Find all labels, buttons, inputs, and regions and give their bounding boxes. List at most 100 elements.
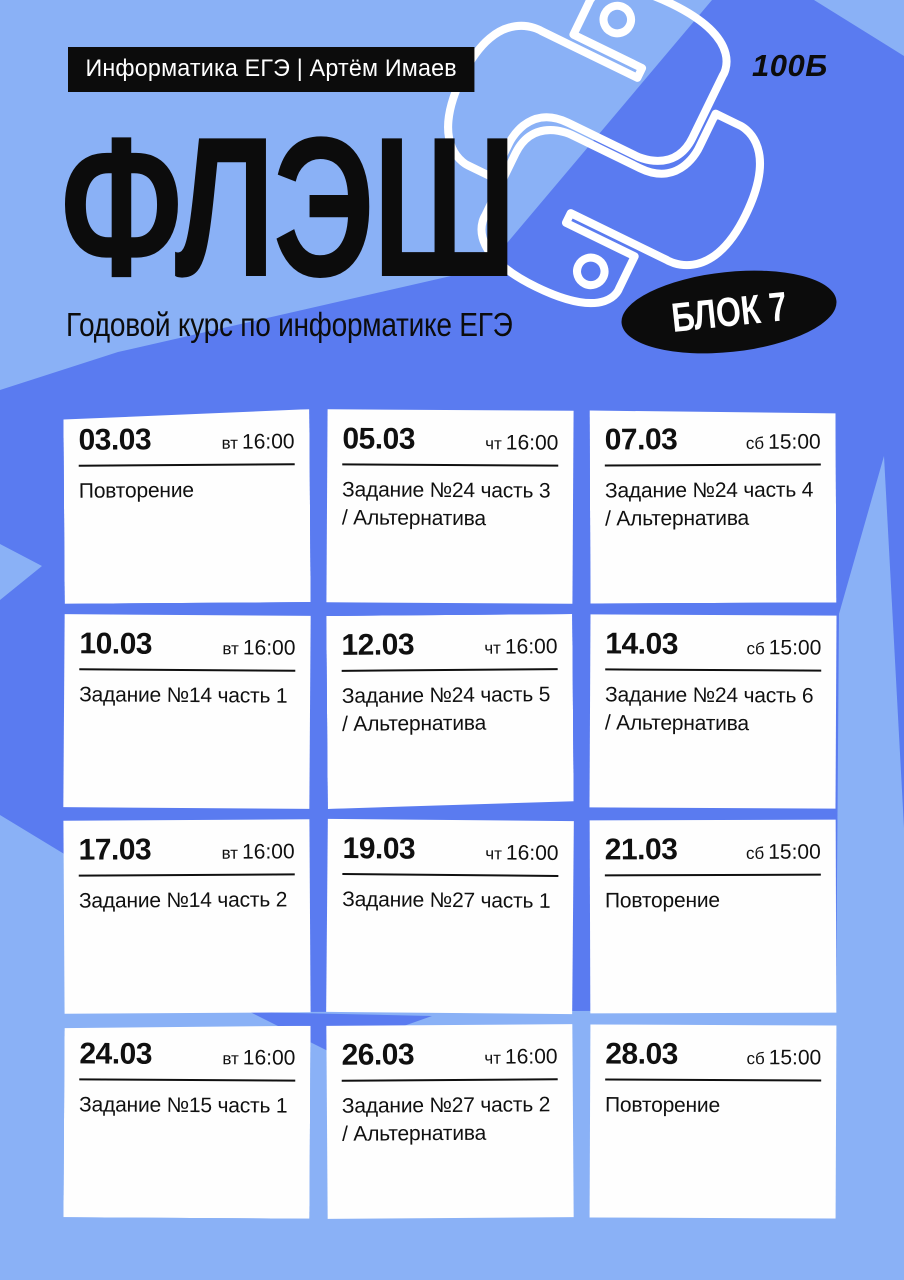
card-time: 16:00 bbox=[504, 1045, 558, 1069]
card-divider bbox=[605, 464, 821, 467]
card-divider bbox=[342, 463, 559, 467]
card-divider bbox=[79, 463, 295, 467]
card-daytime: вт 16:00 bbox=[222, 636, 295, 661]
background-lightning-right bbox=[836, 456, 904, 1014]
card-daytime: сб 15:00 bbox=[746, 1046, 821, 1070]
python-logo-bottom-snake bbox=[477, 109, 764, 308]
card-topic: Задание №15 часть 1 bbox=[79, 1093, 288, 1118]
card-divider bbox=[341, 1078, 558, 1082]
block-badge-label: БЛОК 7 bbox=[669, 282, 789, 341]
card-time: 16:00 bbox=[505, 841, 559, 865]
card-day: вт bbox=[222, 639, 239, 659]
schedule-card: 07.03 сб 15:00 Задание №24 часть 4 / Альт… bbox=[590, 409, 837, 603]
card-divider bbox=[605, 1078, 822, 1082]
background-triangle-top-right bbox=[814, 0, 904, 56]
card-header: 21.03 сб 15:00 bbox=[605, 833, 821, 868]
page-subtitle: Годовой курс по информатике ЕГЭ bbox=[66, 306, 513, 343]
card-date: 17.03 bbox=[78, 833, 152, 867]
card-date: 05.03 bbox=[342, 422, 416, 456]
card-date: 03.03 bbox=[78, 423, 152, 457]
card-header: 07.03 сб 15:00 bbox=[605, 423, 821, 458]
card-header: 10.03 вт 16:00 bbox=[79, 627, 295, 663]
schedule-card: 05.03 чт 16:00 Задание №24 часть 3 / Альт… bbox=[326, 409, 574, 604]
card-day: чт bbox=[485, 844, 503, 864]
card-time: 15:00 bbox=[768, 430, 821, 454]
card-date: 12.03 bbox=[341, 628, 415, 662]
card-divider bbox=[605, 668, 822, 672]
python-logo-top-snake bbox=[444, 0, 731, 182]
card-time: 15:00 bbox=[768, 1046, 822, 1070]
card-divider bbox=[78, 873, 295, 877]
card-day: сб bbox=[746, 639, 765, 659]
card-daytime: чт 16:00 bbox=[484, 635, 557, 660]
card-header: 24.03 вт 16:00 bbox=[79, 1037, 295, 1072]
card-daytime: вт 16:00 bbox=[222, 840, 295, 864]
card-header: 26.03 чт 16:00 bbox=[341, 1037, 557, 1073]
card-topic: Задание №14 часть 2 bbox=[78, 888, 288, 913]
background-polygon-top-left bbox=[0, 0, 712, 390]
card-topic: Задание №24 часть 5 / Альтернатива bbox=[341, 683, 551, 736]
schedule-card: 12.03 чт 16:00 Задание №24 часть 5 / Альт… bbox=[326, 614, 574, 809]
card-date: 07.03 bbox=[604, 423, 678, 457]
card-daytime: сб 15:00 bbox=[746, 431, 821, 455]
card-divider bbox=[79, 668, 296, 672]
card-header: 14.03 сб 15:00 bbox=[605, 627, 821, 662]
schedule-card: 17.03 вт 16:00 Задание №14 часть 2 bbox=[63, 819, 311, 1014]
card-divider bbox=[342, 873, 559, 877]
card-date: 26.03 bbox=[341, 1038, 415, 1072]
card-day: вт bbox=[221, 843, 239, 863]
card-day: чт bbox=[484, 1048, 502, 1068]
card-time: 16:00 bbox=[242, 636, 296, 660]
card-divider bbox=[604, 873, 821, 877]
schedule-card: 26.03 чт 16:00 Задание №27 часть 2 / Альт… bbox=[326, 1024, 574, 1219]
card-daytime: чт 16:00 bbox=[485, 431, 558, 455]
card-date: 24.03 bbox=[79, 1037, 153, 1071]
card-topic: Задание №24 часть 3 / Альтернатива bbox=[341, 478, 551, 531]
card-day: сб bbox=[745, 843, 765, 863]
card-header: 05.03 чт 16:00 bbox=[342, 422, 558, 457]
card-day: вт bbox=[221, 433, 239, 453]
card-daytime: вт 16:00 bbox=[221, 430, 294, 455]
card-day: сб bbox=[746, 1049, 765, 1069]
schedule-card: 14.03 сб 15:00 Задание №24 часть 6 / Альт… bbox=[589, 614, 837, 809]
card-date: 10.03 bbox=[79, 627, 153, 661]
card-time: 16:00 bbox=[505, 431, 559, 455]
card-day: чт bbox=[485, 434, 502, 454]
card-topic: Задание №24 часть 6 / Альтернатива bbox=[604, 683, 814, 736]
schedule-grid: 03.03 вт 16:00 Повторение 05.03 чт 16:00 З… bbox=[63, 409, 837, 1219]
card-day: вт bbox=[222, 1049, 239, 1069]
card-divider bbox=[342, 668, 558, 672]
card-day: чт bbox=[484, 638, 502, 658]
card-date: 19.03 bbox=[342, 832, 416, 866]
card-divider bbox=[79, 1078, 295, 1081]
card-time: 16:00 bbox=[242, 1046, 296, 1070]
score-badge: 100Б bbox=[752, 48, 828, 83]
card-time: 15:00 bbox=[768, 636, 822, 660]
card-header: 12.03 чт 16:00 bbox=[341, 627, 557, 663]
background-sliver-left bbox=[0, 544, 42, 600]
schedule-card: 03.03 вт 16:00 Повторение bbox=[63, 409, 310, 604]
card-topic: Повторение bbox=[78, 478, 194, 503]
card-topic: Задание №27 часть 2 / Альтернатива bbox=[341, 1093, 551, 1146]
card-daytime: вт 16:00 bbox=[222, 1046, 295, 1070]
card-time: 16:00 bbox=[241, 430, 295, 454]
card-header: 19.03 чт 16:00 bbox=[342, 832, 558, 868]
card-topic: Повторение bbox=[604, 888, 720, 913]
schedule-card: 24.03 вт 16:00 Задание №15 часть 1 bbox=[63, 1024, 310, 1218]
card-daytime: чт 16:00 bbox=[484, 1045, 557, 1070]
card-date: 14.03 bbox=[605, 627, 679, 661]
card-topic: Повторение bbox=[605, 1093, 721, 1118]
card-daytime: сб 15:00 bbox=[746, 636, 821, 660]
card-date: 21.03 bbox=[604, 833, 678, 867]
card-header: 28.03 сб 15:00 bbox=[605, 1038, 821, 1073]
channel-badge: Информатика ЕГЭ | Артём Имаев bbox=[68, 47, 475, 92]
card-day: сб bbox=[745, 433, 765, 453]
page-title: ФЛЭШ bbox=[60, 96, 517, 319]
card-time: 15:00 bbox=[768, 840, 821, 864]
schedule-card: 10.03 вт 16:00 Задание №14 часть 1 bbox=[63, 614, 311, 809]
card-time: 16:00 bbox=[241, 840, 295, 864]
card-topic: Задание №27 часть 1 bbox=[342, 888, 551, 913]
card-header: 03.03 вт 16:00 bbox=[78, 422, 294, 458]
card-date: 28.03 bbox=[605, 1037, 678, 1071]
card-header: 17.03 вт 16:00 bbox=[78, 832, 294, 867]
